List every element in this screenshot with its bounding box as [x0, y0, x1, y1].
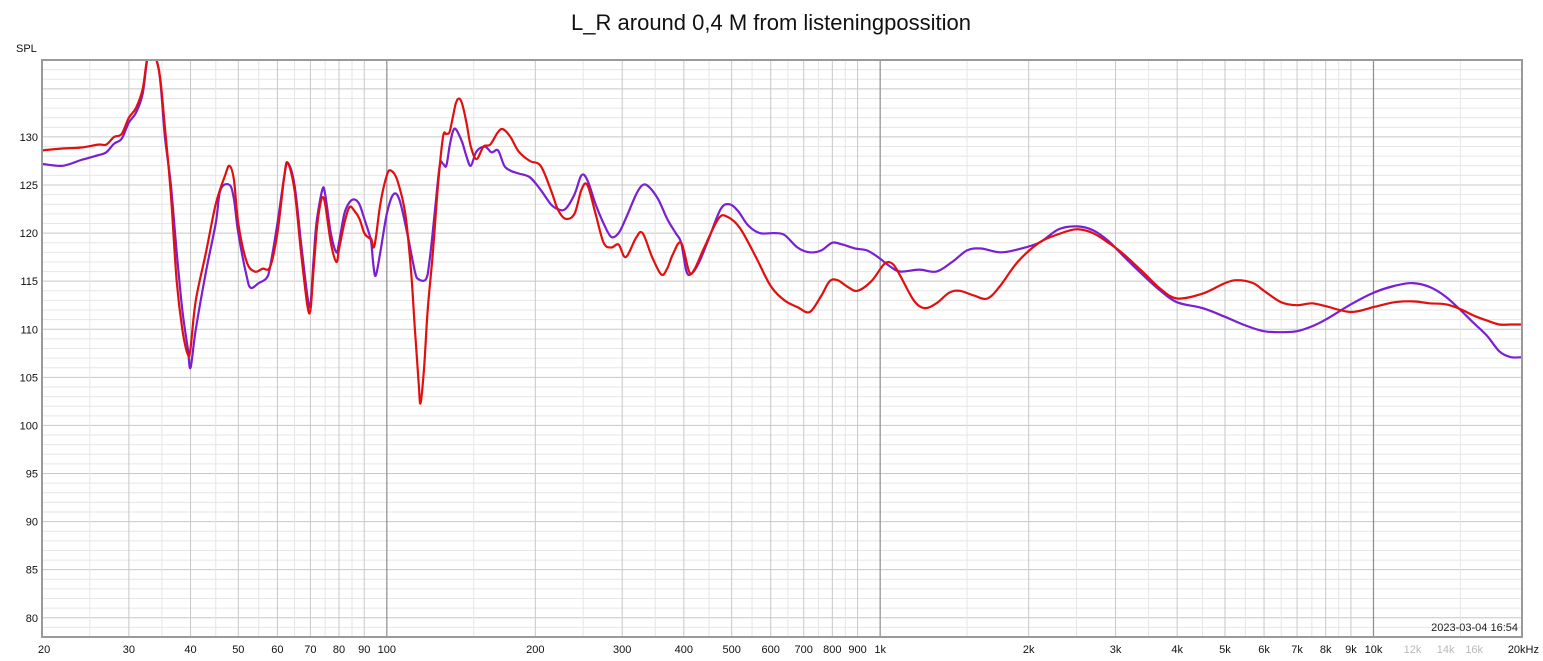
- y-tick-label: 100: [20, 420, 38, 432]
- x-tick-label: 9k: [1345, 644, 1357, 656]
- x-tick-label: 900: [848, 644, 866, 656]
- x-tick-label: 200: [526, 644, 544, 656]
- y-tick-label: 115: [20, 276, 38, 288]
- x-tick-label: 90: [358, 644, 370, 656]
- y-tick-label: 90: [26, 517, 38, 529]
- x-tick-label: 600: [762, 644, 780, 656]
- x-tick-label: 40: [184, 644, 196, 656]
- timestamp: 2023-03-04 16:54: [1431, 622, 1518, 634]
- y-axis-label: SPL: [16, 43, 37, 55]
- x-tick-label: 5k: [1219, 644, 1231, 656]
- plot-frame: [41, 59, 1523, 638]
- x-tick-label: 16k: [1465, 644, 1483, 656]
- x-tick-label: 50: [232, 644, 244, 656]
- y-tick-label: 80: [26, 613, 38, 625]
- series-line-1: [42, 60, 1522, 370]
- x-tick-label: 100: [378, 644, 396, 656]
- x-tick-label: 70: [304, 644, 316, 656]
- y-tick-labels: 80 85 90 95 100 105 110 115 120 125 130: [20, 132, 38, 625]
- x-tick-label: 1k: [874, 644, 886, 656]
- x-tick-label: 10k: [1365, 644, 1383, 656]
- chart-title: L_R around 0,4 M from listeningpossition: [571, 10, 971, 35]
- x-tick-label: 2k: [1023, 644, 1035, 656]
- x-tick-label: 60: [271, 644, 283, 656]
- y-tick-label: 110: [20, 324, 38, 336]
- x-tick-label: 400: [675, 644, 693, 656]
- x-tick-label: 300: [613, 644, 631, 656]
- x-tick-label: 7k: [1291, 644, 1303, 656]
- y-tick-label: 95: [26, 469, 38, 481]
- x-tick-label: 6k: [1258, 644, 1270, 656]
- grid: [41, 59, 1523, 638]
- y-tick-label: 120: [20, 228, 38, 240]
- x-tick-label: 700: [795, 644, 813, 656]
- x-tick-label: 4k: [1171, 644, 1183, 656]
- x-tick-labels: 20 30 40 50 60 70 80 90 100 200 300 400 500 600 700 800…: [38, 644, 1539, 656]
- x-tick-label: 20: [38, 644, 50, 656]
- x-tick-label: 8k: [1320, 644, 1332, 656]
- y-tick-label: 105: [20, 372, 38, 384]
- x-tick-label: 30: [123, 644, 135, 656]
- series-layer: [42, 60, 1522, 405]
- x-tick-label: 14k: [1437, 644, 1455, 656]
- x-tick-label: 800: [823, 644, 841, 656]
- y-tick-label: 85: [26, 565, 38, 577]
- y-tick-label: 125: [20, 180, 38, 192]
- x-tick-label: 20kHz: [1508, 644, 1539, 656]
- series-line-2: [42, 60, 1522, 405]
- x-tick-label: 500: [722, 644, 740, 656]
- x-tick-label: 80: [333, 644, 345, 656]
- x-tick-label: 12k: [1404, 644, 1422, 656]
- x-tick-label: 3k: [1110, 644, 1122, 656]
- y-tick-label: 130: [20, 132, 38, 144]
